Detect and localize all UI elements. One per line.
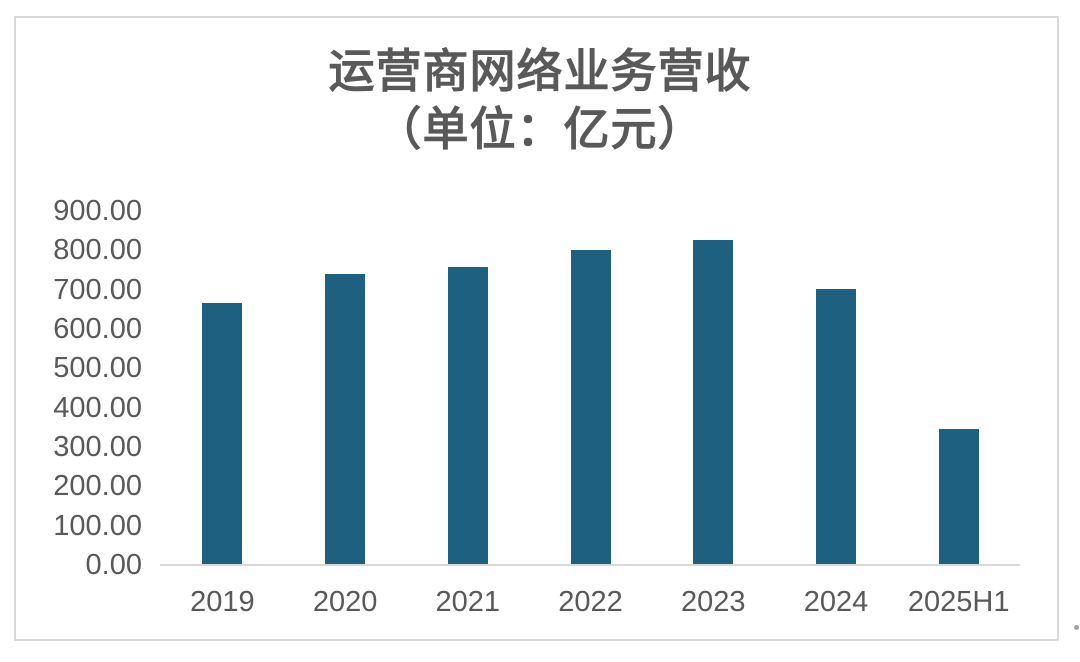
y-tick-label: 700.00	[53, 273, 142, 306]
x-tick-label: 2022	[558, 586, 623, 618]
bar-2021	[447, 267, 488, 565]
y-tick-label: 400.00	[53, 391, 142, 424]
bar-2020	[325, 273, 366, 565]
x-tick-label: 2025H1	[907, 586, 1010, 618]
bar-2023	[693, 239, 734, 565]
y-tick-label: 600.00	[53, 313, 142, 345]
chart-title-line2: （单位：亿元）	[375, 103, 705, 155]
y-tick-label: 0.00	[85, 549, 142, 581]
bar-2025H1	[938, 428, 979, 565]
y-tick-label: 800.00	[53, 234, 142, 267]
x-tick-label: 2021	[435, 586, 501, 618]
y-tick-label: 200.00	[53, 470, 142, 503]
bar-slot	[652, 211, 775, 565]
y-tick-label: 500.00	[53, 352, 142, 385]
chart-title-line1: 运营商网络业务营收	[328, 45, 752, 97]
bar-slot	[775, 211, 898, 565]
chart-frame	[14, 16, 1059, 641]
bar-slot	[406, 211, 529, 565]
x-axis-labels: 2019 2020 2021 2022 2023 2024 2025H1	[161, 586, 1020, 618]
bar-slot	[529, 211, 652, 565]
edge-speck	[1074, 625, 1079, 630]
y-tick-label: 300.00	[53, 431, 142, 463]
bar-2022	[570, 249, 611, 565]
plot-area	[161, 211, 1020, 565]
chart-title: 运营商网络业务营收 （单位：亿元）	[0, 42, 1080, 158]
x-axis-line	[160, 564, 1020, 566]
bar-slot	[161, 211, 284, 565]
x-tick-label: 2023	[680, 586, 746, 618]
y-tick-label: 100.00	[53, 509, 142, 542]
y-tick-label: 900.00	[53, 195, 142, 227]
bar-slot	[284, 211, 407, 565]
x-tick-label: 2024	[803, 586, 869, 618]
bar-2019	[202, 303, 243, 565]
bar-2024	[815, 288, 856, 565]
x-tick-label: 2019	[190, 586, 255, 618]
bar-slot	[897, 211, 1020, 565]
x-tick-label: 2020	[312, 586, 378, 618]
